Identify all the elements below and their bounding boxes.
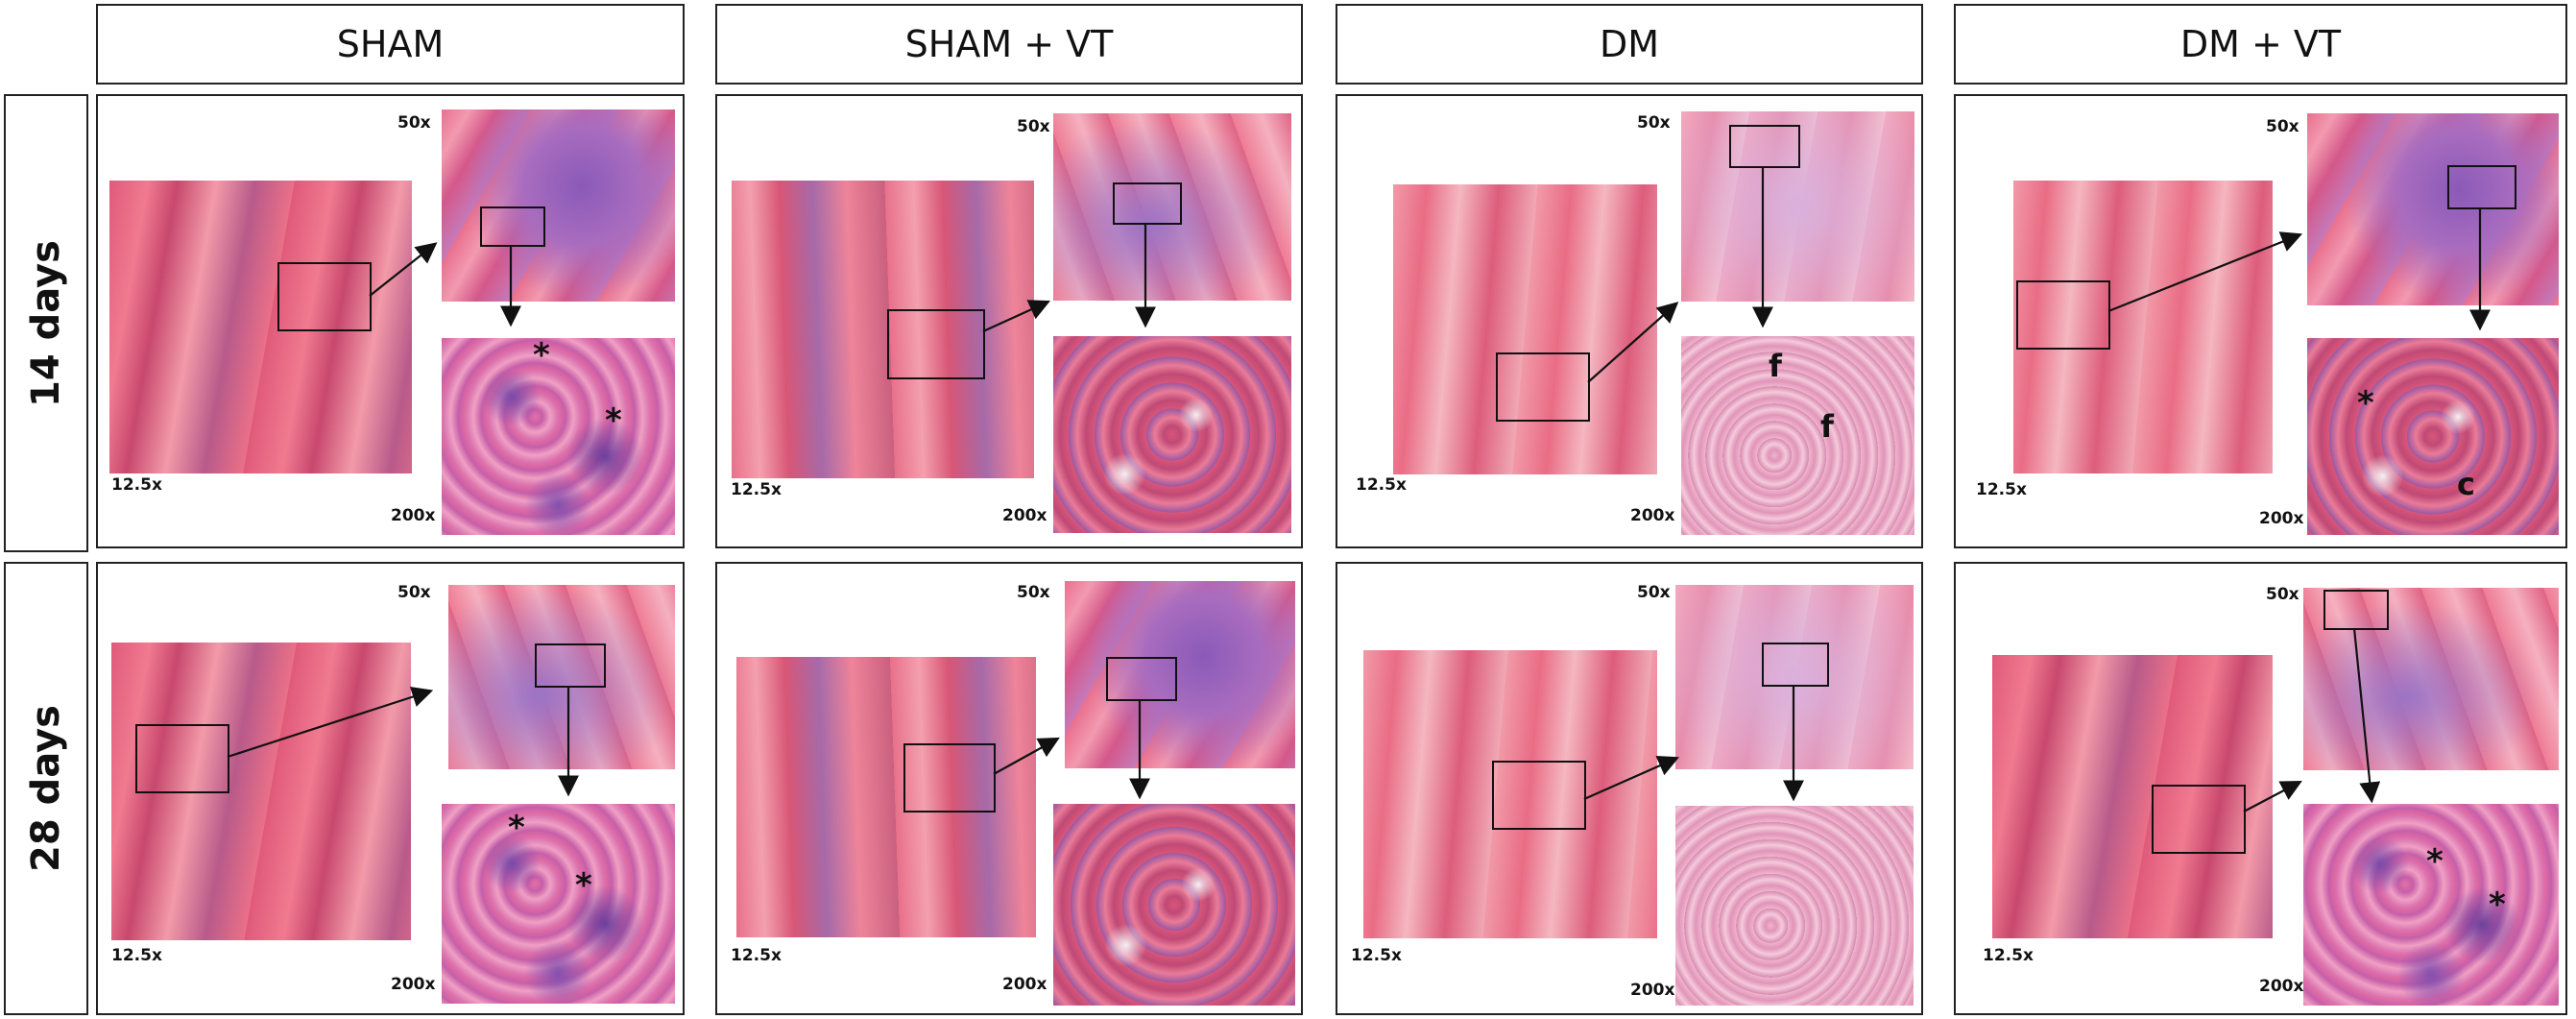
row-label-14-days-text: 14 days xyxy=(24,239,68,407)
mag-mid-dm-vt-28d: 50x xyxy=(2266,585,2299,604)
column-header-sham: SHAM xyxy=(96,4,685,85)
micrograph-low-dm-14d xyxy=(1393,184,1657,474)
zoom-box-mid-sham-vt-28d xyxy=(1106,657,1177,701)
mag-low-sham-vt-28d: 12.5x xyxy=(731,946,782,965)
micrograph-low-dm-vt-14d xyxy=(2013,181,2273,473)
mag-low-sham-28d: 12.5x xyxy=(111,946,162,965)
micrograph-high-sham-vt-14d xyxy=(1053,336,1291,533)
panel-dm-28d: 12.5x 50x 200x xyxy=(1336,562,1923,1015)
micrograph-mid-sham-28d xyxy=(448,585,675,769)
zoom-box-low-sham-vt-14d xyxy=(887,309,985,379)
zoom-box-low-dm-vt-14d xyxy=(2016,280,2110,350)
marker-star-sham-14d-b: * xyxy=(605,401,622,440)
marker-f-dm-14d-a: f xyxy=(1769,348,1782,384)
marker-star-sham-28d-b: * xyxy=(575,866,592,905)
zoom-box-mid-sham-28d xyxy=(535,643,606,688)
mag-mid-sham-14d: 50x xyxy=(397,113,431,133)
micrograph-high-sham-28d xyxy=(442,804,675,1004)
micrograph-mid-sham-14d xyxy=(442,109,675,302)
mag-low-dm-14d: 12.5x xyxy=(1356,475,1407,495)
mag-low-dm-vt-28d: 12.5x xyxy=(1983,946,2034,965)
micrograph-low-sham-vt-14d xyxy=(732,181,1034,478)
mag-high-sham-vt-28d: 200x xyxy=(1002,975,1047,994)
micrograph-high-dm-28d xyxy=(1675,806,1914,1006)
panel-sham-vt-28d: 12.5x 50x 200x xyxy=(715,562,1303,1015)
zoom-box-low-dm-14d xyxy=(1496,352,1590,422)
micrograph-mid-sham-vt-14d xyxy=(1053,113,1291,301)
panel-dm-14d: 12.5x 50x f f 200x xyxy=(1336,94,1923,548)
mag-low-dm-vt-14d: 12.5x xyxy=(1976,480,2027,499)
micrograph-high-sham-vt-28d xyxy=(1053,804,1295,1006)
mag-mid-dm-28d: 50x xyxy=(1637,583,1671,602)
marker-c-dm-vt-14d: c xyxy=(2457,466,2475,502)
micrograph-high-dm-14d xyxy=(1681,336,1914,535)
micrograph-low-sham-14d xyxy=(109,181,412,473)
panel-sham-vt-14d: 12.5x 50x 200x xyxy=(715,94,1303,548)
mag-low-sham-vt-14d: 12.5x xyxy=(731,480,782,499)
mag-high-dm-14d: 200x xyxy=(1630,506,1675,525)
mag-mid-dm-vt-14d: 50x xyxy=(2266,117,2299,136)
zoom-box-mid-dm-vt-28d xyxy=(2323,590,2389,630)
zoom-box-low-sham-28d xyxy=(135,724,229,793)
row-label-14-days: 14 days xyxy=(4,94,88,552)
micrograph-mid-sham-vt-28d xyxy=(1065,581,1295,768)
zoom-box-low-dm-vt-28d xyxy=(2152,785,2246,854)
column-header-dm: DM xyxy=(1336,4,1923,85)
micrograph-low-dm-vt-28d xyxy=(1992,655,2273,938)
zoom-box-mid-dm-14d xyxy=(1729,125,1800,168)
mag-high-dm-28d: 200x xyxy=(1630,981,1675,1000)
marker-star-dm-vt-14d: * xyxy=(2357,384,2374,423)
row-label-28-days: 28 days xyxy=(4,562,88,1015)
micrograph-mid-dm-vt-28d xyxy=(2303,588,2559,770)
mag-mid-dm-14d: 50x xyxy=(1637,113,1671,133)
mag-high-dm-vt-28d: 200x xyxy=(2259,977,2304,996)
panel-sham-14d: 12.5x 50x * * 200x xyxy=(96,94,685,548)
mag-low-dm-28d: 12.5x xyxy=(1351,946,1402,965)
micrograph-mid-dm-vt-14d xyxy=(2307,113,2559,305)
mag-high-sham-14d: 200x xyxy=(391,506,436,525)
row-label-28-days-text: 28 days xyxy=(24,705,68,872)
micrograph-high-sham-14d xyxy=(442,338,675,535)
zoom-box-low-sham-14d xyxy=(277,262,372,331)
marker-star-dm-vt-28d-a: * xyxy=(2426,842,2444,881)
zoom-box-low-sham-vt-28d xyxy=(903,743,996,813)
micrograph-high-dm-vt-28d xyxy=(2303,804,2559,1006)
column-header-sham-vt: SHAM + VT xyxy=(715,4,1303,85)
zoom-box-mid-sham-vt-14d xyxy=(1113,182,1182,225)
micrograph-low-sham-vt-28d xyxy=(736,657,1036,937)
marker-f-dm-14d-b: f xyxy=(1820,408,1834,445)
mag-mid-sham-vt-14d: 50x xyxy=(1017,117,1050,136)
zoom-box-mid-dm-28d xyxy=(1762,643,1829,687)
panel-sham-28d: 12.5x 50x * * 200x xyxy=(96,562,685,1015)
zoom-box-mid-dm-vt-14d xyxy=(2447,165,2516,209)
zoom-box-mid-sham-14d xyxy=(480,206,545,247)
panel-dm-vt-28d: 12.5x 50x * * 200x xyxy=(1954,562,2567,1015)
column-header-dm-vt: DM + VT xyxy=(1954,4,2567,85)
mag-high-sham-vt-14d: 200x xyxy=(1002,506,1047,525)
panel-dm-vt-14d: 12.5x 50x * c 200x xyxy=(1954,94,2567,548)
micrograph-mid-dm-14d xyxy=(1681,111,1914,302)
marker-star-sham-14d-a: * xyxy=(533,336,550,375)
mag-mid-sham-28d: 50x xyxy=(397,583,431,602)
mag-high-dm-vt-14d: 200x xyxy=(2259,509,2304,528)
marker-star-dm-vt-28d-b: * xyxy=(2489,886,2506,924)
mag-high-sham-28d: 200x xyxy=(391,975,436,994)
zoom-box-low-dm-28d xyxy=(1492,761,1586,830)
marker-star-sham-28d-a: * xyxy=(508,809,525,847)
mag-mid-sham-vt-28d: 50x xyxy=(1017,583,1050,602)
mag-low-sham-14d: 12.5x xyxy=(111,475,162,495)
micrograph-high-dm-vt-14d xyxy=(2307,338,2559,535)
